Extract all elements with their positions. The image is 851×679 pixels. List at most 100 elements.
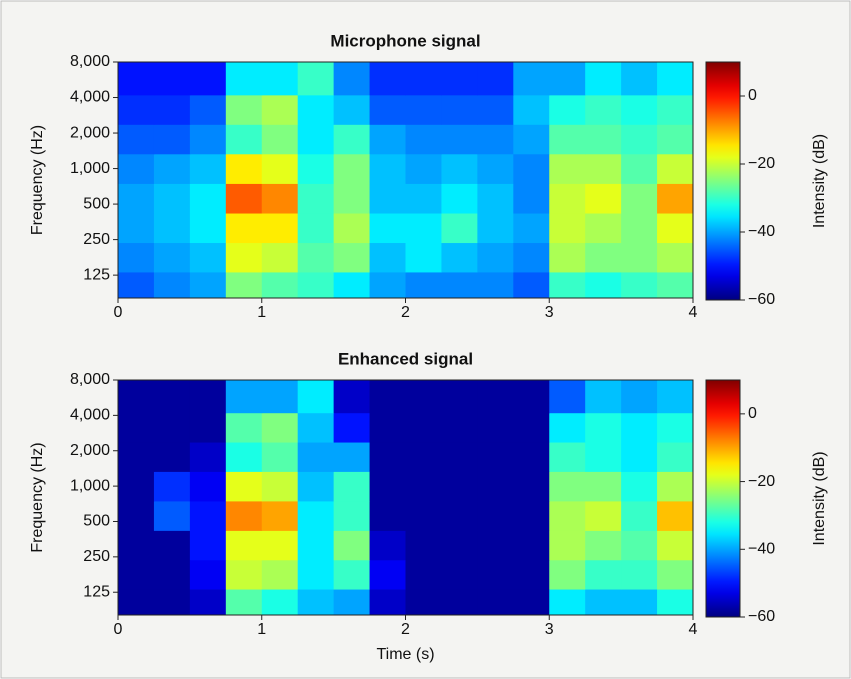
spectrogram-cell [549,183,586,214]
spectrogram-cell [297,213,335,244]
spectrogram-cell [261,242,299,273]
spectrogram-cell [225,530,263,561]
spectrogram-cell [585,412,622,443]
spectrogram-cell [189,471,227,502]
x-tick-label: 1 [257,304,266,321]
spectrogram-cell [513,94,550,125]
spectrogram-cell [477,271,514,299]
spectrogram-cell [297,559,335,590]
spectrogram-cell [297,153,335,184]
spectrogram-cell [261,380,299,414]
spectrogram-cell [225,442,263,472]
colorbar-tick-label: 0 [748,87,757,104]
spectrogram-cell [153,442,191,472]
spectrogram-cell [657,380,694,414]
spectrogram-cell [621,153,658,184]
chart-title: Enhanced signal [338,349,473,368]
spectrogram-cell [657,94,694,125]
colorbar-tick-label: −20 [748,155,775,172]
spectrogram-cell [549,559,586,590]
spectrogram-cell [369,559,406,590]
spectrogram-cell [441,213,478,244]
spectrogram-cell [118,242,155,273]
spectrogram-cell [549,124,586,155]
spectrogram-cell [225,471,263,502]
spectrogram-cell [153,530,191,561]
spectrogram-cell [369,153,406,184]
spectrogram-cell [261,271,299,299]
spectrogram-cell [441,471,478,502]
spectrogram-cell [513,412,550,443]
spectrogram-cell [333,153,371,184]
spectrogram-cell [333,380,371,414]
x-tick-label: 4 [689,304,698,321]
x-tick-label: 0 [114,621,123,638]
spectrogram-cell [189,62,227,96]
spectrogram-cell [513,380,550,414]
spectrogram-cell [657,124,694,155]
spectrogram-cell [261,183,299,214]
spectrogram-cell [405,183,442,214]
spectrogram-cell [225,559,263,590]
spectrogram-cell [441,589,478,616]
spectrogram-cell [153,213,191,244]
spectrogram-cell [477,559,514,590]
x-tick-label: 3 [545,621,554,638]
spectrogram-cell [621,559,658,590]
spectrogram-cell [621,380,658,414]
spectrogram-cell [585,589,622,616]
spectrogram-cell [297,589,335,616]
spectrogram-cell [225,183,263,214]
y-tick-label: 250 [83,231,110,248]
spectrogram-cell [225,271,263,299]
spectrogram-cell [153,500,191,531]
spectrogram-cell [549,471,586,502]
spectrogram-cell [118,589,155,616]
spectrogram-cell [189,559,227,590]
spectrogram-cell [297,380,335,414]
spectrogram-cell [621,530,658,561]
spectrogram-cell [153,124,191,155]
spectrogram-cell [153,412,191,443]
spectrogram-cell [118,500,155,531]
spectrogram-cell [333,471,371,502]
x-tick-label: 0 [114,304,123,321]
spectrogram-cell [153,242,191,273]
spectrogram-cell [441,153,478,184]
spectrogram-cell [297,412,335,443]
spectrogram-cell [153,559,191,590]
spectrogram-cell [405,153,442,184]
spectrogram-cell [369,471,406,502]
spectrogram-cell [333,62,371,96]
spectrogram-cell [477,589,514,616]
x-tick-label: 4 [689,621,698,638]
spectrogram-cell [261,412,299,443]
spectrogram-cell [513,183,550,214]
spectrogram-cell [333,530,371,561]
spectrogram-cell [189,380,227,414]
spectrogram-cell [621,589,658,616]
spectrogram-cell [621,94,658,125]
spectrogram-cell [261,471,299,502]
colorbar-label: Intensity (dB) [811,134,828,228]
spectrogram-cell [549,442,586,472]
spectrogram-cell [225,124,263,155]
spectrogram-cell [261,94,299,125]
spectrogram-cell [621,124,658,155]
spectrogram-cell [441,183,478,214]
spectrogram-cell [261,62,299,96]
spectrogram-cell [621,500,658,531]
spectrogram-cell [261,124,299,155]
spectrogram-cell [513,589,550,616]
spectrogram-cell [621,442,658,472]
spectrogram-cell [225,500,263,531]
spectrogram-cell [405,242,442,273]
spectrogram-cell [549,530,586,561]
spectrogram-cell [405,124,442,155]
spectrogram-cell [369,271,406,299]
y-axis-label: Frequency (Hz) [29,125,46,235]
spectrogram-cell [621,183,658,214]
spectrogram-cell [405,442,442,472]
spectrogram-cell [333,412,371,443]
x-tick-label: 2 [401,304,410,321]
